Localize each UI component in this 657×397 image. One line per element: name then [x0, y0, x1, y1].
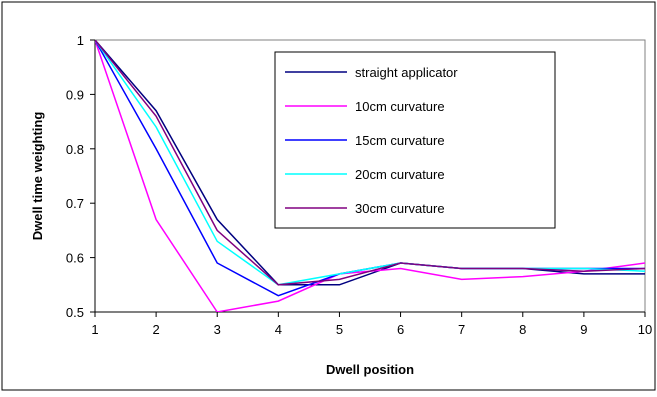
x-tick-label: 1: [91, 322, 98, 337]
y-tick-label: 0.9: [66, 87, 84, 102]
series-line-30cm-curvature: [95, 40, 645, 286]
x-tick-label: 9: [580, 322, 587, 337]
x-tick-label: 6: [397, 322, 404, 337]
series-line-straight-applicator: [95, 40, 645, 286]
legend-label-20cm-curvature: 20cm curvature: [355, 167, 445, 182]
legend-label-15cm-curvature: 15cm curvature: [355, 133, 445, 148]
y-tick-label: 0.6: [66, 251, 84, 266]
series-layer: [95, 40, 645, 312]
x-tick-label: 5: [336, 322, 343, 337]
y-tick-label: 0.8: [66, 142, 84, 157]
x-tick-label: 7: [458, 322, 465, 337]
series-line-20cm-curvature: [95, 40, 645, 286]
x-tick-label: 10: [638, 322, 652, 337]
y-tick-label: 1: [77, 33, 84, 48]
x-tick-label: 3: [214, 322, 221, 337]
legend-label-straight-applicator: straight applicator: [355, 65, 458, 80]
x-tick-label: 4: [275, 322, 282, 337]
legend: straight applicator 10cm curvature 15cm cu…: [274, 51, 556, 229]
legend-label-10cm-curvature: 10cm curvature: [355, 99, 445, 114]
series-lines: [95, 40, 645, 312]
y-axis-title: Dwell time weighting: [30, 112, 45, 241]
x-tick-label: 8: [519, 322, 526, 337]
x-axis-title: Dwell position: [326, 362, 414, 377]
legend-label-30cm-curvature: 30cm curvature: [355, 201, 445, 216]
y-tick-label: 0.7: [66, 196, 84, 211]
x-tick-label: 2: [152, 322, 159, 337]
y-tick-label: 0.5: [66, 305, 84, 320]
